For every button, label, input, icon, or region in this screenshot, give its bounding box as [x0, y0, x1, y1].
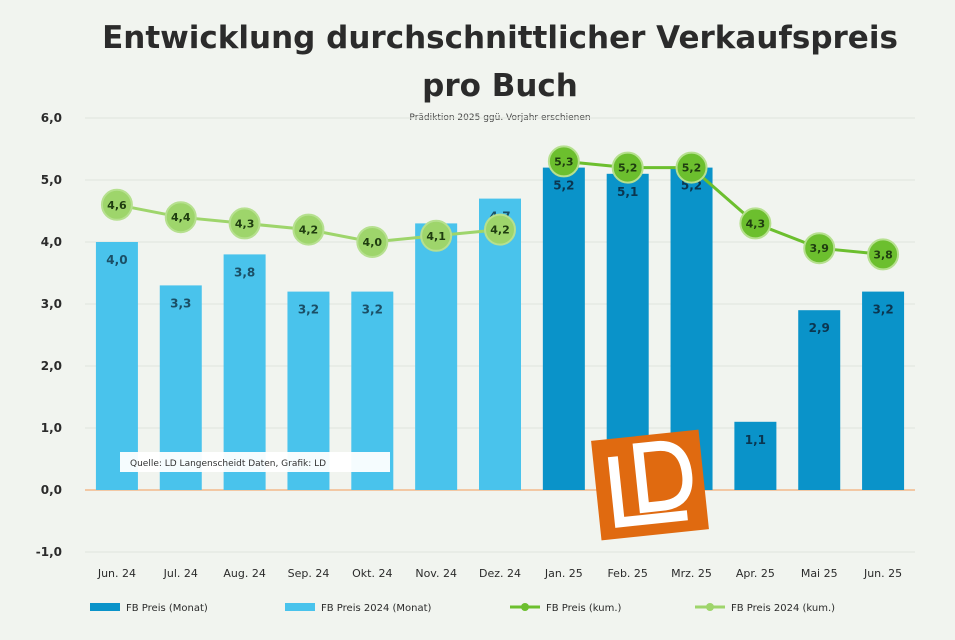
bar-value-label: 1,1 [745, 433, 766, 447]
line-point [484, 213, 516, 246]
bar-value-label: 4,0 [106, 253, 127, 267]
legend-swatch [90, 603, 120, 611]
line-point [675, 151, 708, 184]
bar [862, 291, 905, 490]
x-tick-label: Apr. 25 [736, 567, 775, 580]
line-point [228, 207, 261, 240]
x-tick-label: Mrz. 25 [671, 567, 712, 580]
line-point [611, 151, 644, 184]
grid-layer: -1,0 0,0 1,0 2,0 3,0 4,0 5,0 6,0 Jun. 24 Jul. 24 A… [36, 111, 915, 580]
point-value-label: 3,9 [809, 242, 829, 255]
bar [223, 254, 266, 490]
line-point [356, 226, 389, 258]
point-value-label: 4,2 [299, 224, 319, 237]
point-value-label: 4,3 [235, 217, 255, 230]
bar [542, 167, 585, 490]
point-value-label: 4,3 [746, 217, 766, 230]
legend-swatch-marker [521, 603, 529, 611]
x-tick-label: Sep. 24 [288, 567, 330, 580]
x-tick-label: Dez. 24 [479, 567, 521, 580]
source-annotation-text: Quelle: LD Langenscheidt Daten, Grafik: … [130, 459, 326, 469]
y-tick-label: 4,0 [41, 235, 62, 249]
line-point [739, 207, 772, 240]
x-tick-label: Okt. 24 [352, 567, 392, 580]
legend-label: FB Preis 2024 (kum.) [731, 603, 835, 614]
logo-text: LD [0, 0, 2, 1]
logo: LD [0, 0, 709, 541]
bar [479, 198, 521, 490]
x-tick-label: Mai 25 [801, 567, 838, 580]
line-layer: 5,3 5,2 5,2 4,3 3,9 3,8 4,6 4,4 4,3 4,2 4,0 4,1 4,2 [100, 145, 900, 271]
y-tick-label: 1,0 [41, 421, 62, 435]
line-point [100, 188, 133, 221]
logo-mark [607, 456, 688, 528]
legend-swatch-marker [706, 603, 714, 611]
point-value-label: 5,3 [554, 155, 574, 168]
bar-value-label: 3,3 [170, 296, 191, 310]
x-tick-label: Feb. 25 [607, 567, 647, 580]
y-tick-label: 2,0 [41, 359, 62, 373]
line-point [292, 213, 325, 246]
y-tick-label: 3,0 [41, 297, 62, 311]
x-tick-label: Nov. 24 [415, 567, 457, 580]
point-value-label: 4,4 [171, 211, 191, 224]
point-value-label: 4,6 [107, 199, 127, 212]
source-annotation: Quelle: LD Langenscheidt Daten, Grafik: … [120, 452, 390, 472]
bar [798, 310, 841, 490]
bar-value-label: 3,8 [234, 265, 255, 279]
x-tick-label: Jul. 24 [163, 567, 198, 580]
point-value-label: 4,0 [363, 236, 383, 249]
line-point [867, 238, 900, 271]
bar-value-label: 3,2 [872, 303, 893, 317]
legend: FB Preis (Monat) FB Preis 2024 (Monat) FB … [90, 603, 835, 614]
bar [415, 223, 458, 490]
y-tick-label: -1,0 [36, 545, 62, 559]
chart-title-line1: Entwicklung durchschnittlicher Verkaufsp… [102, 20, 898, 56]
bar-value-label: 3,2 [298, 303, 319, 317]
bar-value-label: 3,2 [362, 303, 383, 317]
line-point [420, 219, 453, 252]
x-tick-label: Aug. 24 [223, 567, 265, 580]
x-tick-label: Jan. 25 [544, 567, 583, 580]
bar [95, 242, 138, 490]
bar [734, 421, 777, 490]
bar-value-label: 5,2 [553, 179, 574, 193]
point-value-label: 5,2 [618, 162, 638, 175]
x-tick-label: Jun. 25 [863, 567, 902, 580]
logo-mark-d [632, 440, 693, 514]
legend-label: FB Preis 2024 (Monat) [321, 603, 432, 614]
line-point [803, 232, 836, 265]
bar-value-label: 5,1 [617, 185, 638, 199]
line-point [547, 145, 580, 178]
chart-title-line2: pro Buch [422, 68, 578, 104]
y-tick-label: 5,0 [41, 173, 62, 187]
point-value-label: 4,2 [490, 224, 510, 237]
point-value-label: 5,2 [682, 162, 702, 175]
point-value-label: 3,8 [873, 248, 893, 261]
source-annotation-box [120, 452, 390, 472]
line-point [164, 201, 197, 234]
y-tick-label: 6,0 [41, 111, 62, 125]
y-tick-label: 0,0 [41, 483, 62, 497]
legend-swatch [285, 603, 315, 611]
legend-label: FB Preis (kum.) [546, 603, 621, 614]
point-value-label: 4,1 [426, 230, 446, 243]
legend-label: FB Preis (Monat) [126, 603, 208, 614]
x-tick-label: Jun. 24 [97, 567, 136, 580]
bar-value-label: 2,9 [809, 321, 830, 335]
